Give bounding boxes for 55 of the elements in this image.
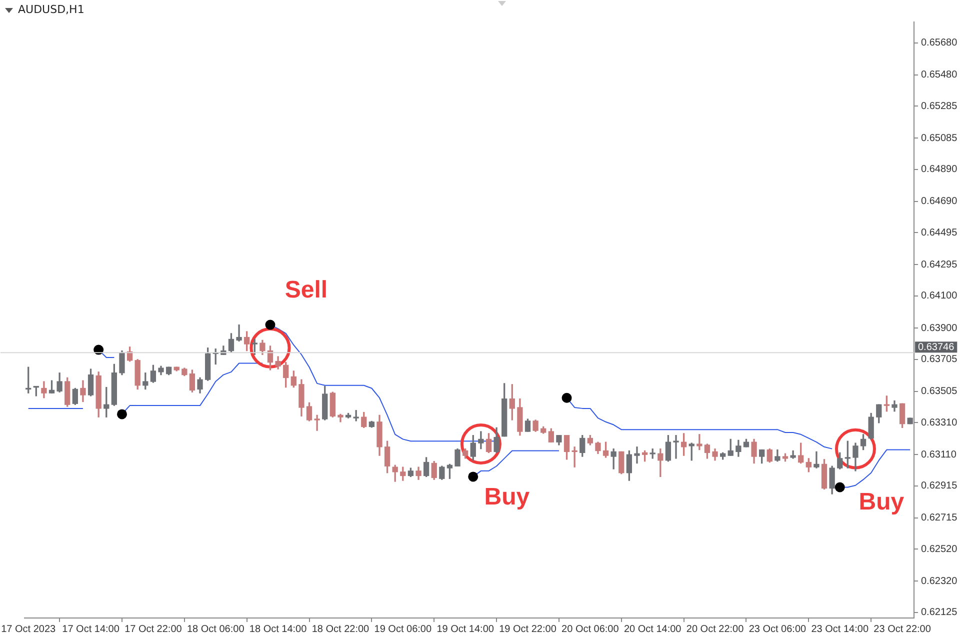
x-tick-label: 20 Oct 06:00 [562, 624, 620, 635]
candlestick [572, 446, 578, 468]
y-tick-label: 0.64690 [921, 196, 958, 208]
point [460, 424, 502, 465]
candlestick [634, 446, 640, 464]
candlestick [314, 414, 320, 431]
point [562, 392, 572, 403]
y-tick-label: 0.62125 [921, 607, 958, 618]
x-tick-label: 17 Oct 2023 [1, 624, 56, 635]
x-tick-label: 18 Oct 22:00 [312, 624, 370, 635]
candlestick [814, 451, 820, 468]
y-tick-label: 0.65480 [921, 70, 958, 81]
y-tick-label: 0.63705 [921, 354, 958, 366]
x-tick-label: 23 Oct 22:00 [874, 624, 932, 635]
point [834, 482, 845, 492]
x-tick-label: 19 Oct 06:00 [374, 624, 432, 635]
y-tick-label: 0.64495 [921, 227, 958, 238]
y-tick-label: 0.62320 [921, 576, 958, 587]
y-tick-label: 0.64890 [921, 164, 958, 176]
point [250, 327, 291, 368]
y-tick-label: 0.63900 [921, 322, 958, 334]
x-tick-label: 18 Oct 06:00 [186, 624, 245, 635]
candlestick [236, 324, 242, 342]
chart-title: AUDUSD,H1 [18, 3, 84, 16]
y-tick-label: 0.65285 [921, 100, 958, 112]
point [116, 409, 127, 420]
x-tick-label: 19 Oct 22:00 [499, 624, 557, 635]
candlestick [353, 410, 359, 422]
x-tick-label: 23 Oct 14:00 [811, 624, 869, 635]
x-tick-label: 18 Oct 14:00 [249, 624, 308, 635]
y-tick-label: 0.64295 [921, 259, 958, 270]
y-tick-label: 0.62915 [921, 480, 958, 492]
x-tick-label: 20 Oct 22:00 [686, 624, 744, 635]
x-tick-label: 19 Oct 14:00 [436, 624, 494, 635]
y-tick-label: 0.63505 [921, 386, 958, 398]
point [834, 428, 876, 470]
y-tick-label: 0.64100 [921, 290, 958, 302]
candlestick [478, 431, 484, 450]
y-tick-label: 0.63110 [921, 449, 957, 460]
y-tick-label: 0.62520 [921, 544, 958, 555]
ref-line-label: 0.63746 [918, 342, 955, 353]
x-tick-label: 17 Oct 14:00 [62, 624, 120, 635]
x-tick-label: 23 Oct 06:00 [748, 624, 807, 635]
data-label: Sell [284, 276, 328, 304]
y-tick-label: 0.65680 [921, 38, 958, 49]
candlestick [673, 435, 679, 459]
x-tick-label: 20 Oct 14:00 [624, 624, 682, 635]
point [468, 472, 478, 482]
y-tick-label: 0.63310 [921, 417, 958, 428]
data-label: Buy [484, 484, 530, 511]
y-tick-label: 0.62715 [921, 512, 958, 524]
y-tick-label: 0.65085 [921, 132, 958, 144]
x-tick-label: 17 Oct 22:00 [124, 624, 182, 635]
data-label: Buy [858, 488, 905, 516]
point [265, 320, 276, 330]
